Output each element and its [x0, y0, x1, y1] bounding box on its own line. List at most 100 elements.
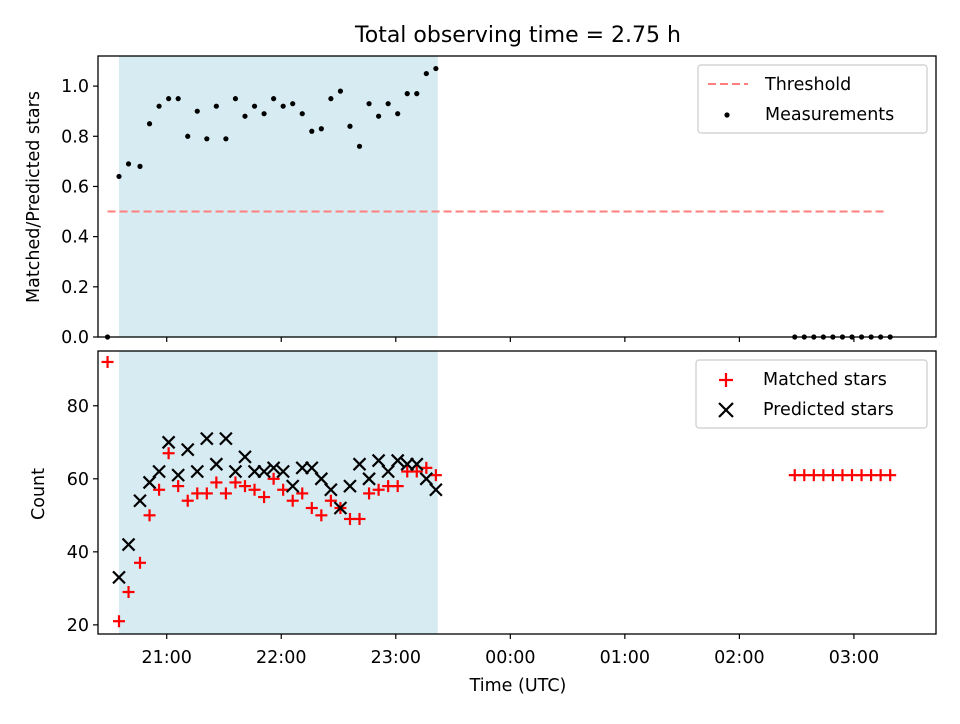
legend-predicted-label: Predicted stars	[763, 400, 894, 420]
matched-star-point	[258, 491, 271, 504]
matched-star-point	[286, 494, 299, 507]
predicted-star-point	[333, 501, 348, 515]
measurement-point	[116, 173, 122, 180]
matched-star-point	[410, 465, 423, 478]
matched-star-point	[372, 483, 385, 496]
predicted-star-point	[410, 457, 424, 471]
matched-star-point	[363, 487, 376, 500]
legend-measurements-swatch	[724, 112, 730, 118]
matched-star-point	[315, 509, 328, 522]
matched-star-point	[153, 483, 166, 496]
predicted-star-point	[419, 472, 434, 486]
predicted-star-point	[352, 457, 367, 471]
measurement-point	[251, 103, 258, 109]
predicted-star-point	[112, 570, 126, 585]
matched-star-point	[324, 494, 337, 507]
predicted-star-point	[142, 475, 157, 490]
measurement-point	[414, 91, 420, 97]
predicted-star-point	[371, 453, 386, 468]
matched-star-point	[162, 447, 175, 460]
predicted-star-point	[324, 482, 338, 497]
measurement-point	[309, 128, 315, 134]
bottom-x-tick-label: 00:00	[485, 648, 535, 668]
predicted-star-point	[429, 482, 443, 497]
predicted-star-point	[152, 464, 166, 479]
bottom-legend: Matched stars Predicted stars	[695, 359, 928, 429]
matched-star-point	[219, 487, 232, 500]
matched-star-point	[353, 512, 366, 525]
predicted-star-point	[161, 435, 176, 450]
predicted-star-point	[314, 472, 329, 486]
measurement-point	[328, 96, 334, 102]
measurement-point	[223, 136, 229, 142]
matched-star-point	[181, 494, 194, 507]
predicted-star-point	[390, 453, 405, 468]
predicted-star-point	[121, 537, 136, 552]
bottom-x-tick-label: 21:00	[142, 648, 192, 668]
measurement-point	[366, 101, 372, 107]
bottom-x-tick-label: 01:00	[600, 648, 650, 668]
bottom-x-tick-label: 02:00	[714, 648, 764, 668]
measurement-point	[376, 113, 382, 119]
matched-star-point	[101, 355, 114, 368]
matched-star-point	[267, 472, 280, 485]
measurement-point	[213, 103, 219, 109]
top-y-tick-label: 1.0	[61, 77, 89, 97]
matched-star-point	[200, 487, 213, 500]
bottom-y-axis: 20 40 60 80	[67, 397, 98, 636]
matched-star-point	[210, 476, 223, 489]
matched-star-point	[229, 476, 242, 489]
bottom-panel: 20 40 60 80 21:00 22:00 23:00 00:00 01:00 02:00 0…	[29, 350, 937, 696]
measurement-point	[242, 113, 248, 119]
measurement-point	[423, 70, 429, 77]
bottom-matched-points	[101, 355, 897, 628]
predicted-star-point	[180, 442, 195, 457]
predicted-star-point	[266, 461, 281, 475]
measurement-point	[299, 111, 305, 117]
matched-star-point	[172, 480, 185, 493]
top-y-tick-label: 0.2	[61, 278, 89, 298]
measurement-point	[356, 143, 363, 149]
measurement-point	[433, 65, 439, 72]
top-legend-box	[697, 64, 928, 134]
measurement-point	[175, 96, 181, 102]
predicted-star-point	[219, 431, 233, 446]
matched-star-point	[143, 509, 156, 522]
bottom-observing-window-shade	[118, 351, 438, 634]
bottom-x-tick-label: 23:00	[371, 648, 421, 668]
measurement-point	[204, 136, 210, 142]
matched-star-point	[277, 483, 290, 496]
measurement-point	[290, 101, 296, 107]
top-legend: Threshold Measurements	[697, 64, 928, 134]
matched-star-point	[305, 502, 318, 515]
measurement-point	[232, 96, 239, 102]
bottom-x-tick-label: 03:00	[829, 648, 879, 668]
measurement-point	[347, 123, 353, 129]
measurement-point	[194, 108, 200, 114]
measurement-point	[156, 103, 162, 109]
top-y-axis: 0.0 0.2 0.4 0.6 0.8 1.0	[61, 77, 98, 348]
measurement-point	[271, 96, 277, 102]
bottom-y-tick-label: 60	[67, 470, 89, 490]
top-plot-frame	[97, 55, 937, 338]
predicted-star-point	[133, 493, 147, 508]
measurement-point	[395, 111, 401, 117]
matched-star-point	[133, 556, 146, 569]
legend-predicted-swatch	[718, 402, 734, 418]
predicted-star-point	[200, 431, 214, 446]
predicted-star-point	[228, 464, 243, 479]
matched-star-point	[238, 480, 251, 493]
bottom-y-axis-label: Count	[29, 468, 49, 520]
top-y-axis-label: Matched/Predicted stars	[24, 91, 44, 303]
matched-star-point	[248, 483, 261, 496]
predicted-star-point	[190, 464, 205, 479]
matched-star-point	[112, 615, 125, 628]
bottom-legend-box	[695, 359, 928, 429]
top-observing-window-shade	[118, 56, 438, 337]
predicted-star-point	[381, 464, 395, 479]
bottom-x-axis-label: Time (UTC)	[469, 676, 567, 696]
predicted-star-point	[171, 468, 185, 482]
top-y-tick-label: 0.4	[61, 228, 89, 248]
top-y-tick-label: 0.0	[61, 328, 89, 348]
